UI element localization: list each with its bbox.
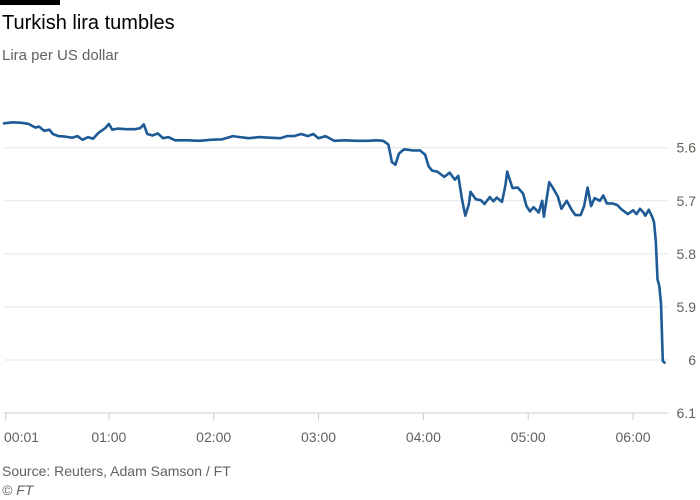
- y-tick-label: 5.7: [677, 193, 697, 209]
- chart-subtitle: Lira per US dollar: [2, 47, 119, 64]
- x-tick-label: 03:00: [301, 429, 336, 445]
- y-tick-label: 6.1: [677, 405, 697, 421]
- x-tick-label: 05:00: [511, 429, 546, 445]
- chart-svg: 5.6 5.7 5.8 5.9 6 6.1 00:01 01:00 02:00 03:00 04:…: [2, 121, 697, 445]
- y-tick-label: 5.8: [677, 246, 697, 262]
- x-axis: [4, 412, 668, 420]
- y-tick-labels: 5.6 5.7 5.8 5.9 6 6.1: [677, 140, 697, 421]
- x-tick-label: 02:00: [196, 429, 231, 445]
- y-tick-label: 5.6: [677, 140, 697, 156]
- chart-title: Turkish lira tumbles: [2, 12, 175, 34]
- brand-bar: [0, 0, 60, 5]
- x-tick-labels: 00:01 01:00 02:00 03:00 04:00 05:00 06:00: [4, 429, 651, 445]
- y-tick-label: 6: [688, 352, 696, 368]
- series-line: [2, 121, 666, 364]
- gridlines: [4, 147, 668, 361]
- x-tick-label: 06:00: [616, 429, 651, 445]
- source-note: Source: Reuters, Adam Samson / FT: [2, 463, 231, 479]
- x-tick-label: 00:01: [4, 429, 39, 445]
- copyright-note: © FT: [2, 482, 34, 498]
- y-tick-label: 5.9: [677, 299, 697, 315]
- x-tick-label: 01:00: [91, 429, 126, 445]
- x-tick-label: 04:00: [406, 429, 441, 445]
